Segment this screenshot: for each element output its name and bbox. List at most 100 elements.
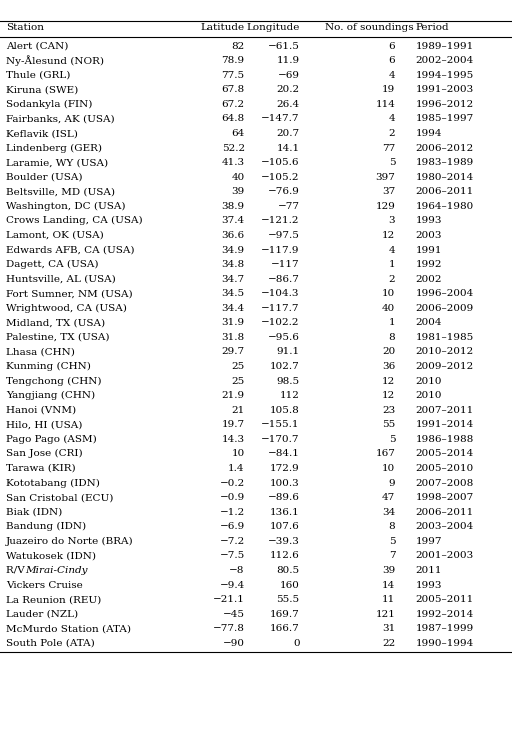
Text: 2010–2012: 2010–2012 bbox=[416, 348, 474, 357]
Text: 20.7: 20.7 bbox=[276, 129, 300, 138]
Text: Alert (CAN): Alert (CAN) bbox=[6, 42, 69, 51]
Text: Laramie, WY (USA): Laramie, WY (USA) bbox=[6, 158, 108, 167]
Text: Yangjiang (CHN): Yangjiang (CHN) bbox=[6, 391, 95, 400]
Text: Kiruna (SWE): Kiruna (SWE) bbox=[6, 85, 78, 94]
Text: 21: 21 bbox=[231, 406, 245, 415]
Text: Edwards AFB, CA (USA): Edwards AFB, CA (USA) bbox=[6, 245, 135, 255]
Text: Sodankyla (FIN): Sodankyla (FIN) bbox=[6, 100, 93, 109]
Text: 1993: 1993 bbox=[416, 216, 442, 225]
Text: Latitude: Latitude bbox=[201, 23, 245, 32]
Text: 397: 397 bbox=[375, 172, 395, 182]
Text: 31: 31 bbox=[382, 624, 395, 633]
Text: 2003–2004: 2003–2004 bbox=[416, 522, 474, 531]
Text: 4: 4 bbox=[389, 71, 395, 80]
Text: 160: 160 bbox=[280, 580, 300, 589]
Text: 64: 64 bbox=[231, 129, 245, 138]
Text: −105.6: −105.6 bbox=[261, 158, 300, 167]
Text: Crows Landing, CA (USA): Crows Landing, CA (USA) bbox=[6, 216, 143, 225]
Text: 11: 11 bbox=[382, 595, 395, 604]
Text: 5: 5 bbox=[389, 536, 395, 546]
Text: −117.9: −117.9 bbox=[261, 245, 300, 255]
Text: 1987–1999: 1987–1999 bbox=[416, 624, 474, 633]
Text: 6: 6 bbox=[389, 42, 395, 51]
Text: 1: 1 bbox=[389, 260, 395, 269]
Text: Wrightwood, CA (USA): Wrightwood, CA (USA) bbox=[6, 304, 127, 313]
Text: 39: 39 bbox=[231, 187, 245, 196]
Text: −97.5: −97.5 bbox=[268, 231, 300, 240]
Text: Kunming (CHN): Kunming (CHN) bbox=[6, 362, 91, 371]
Text: 38.9: 38.9 bbox=[222, 202, 245, 211]
Text: 2005–2010: 2005–2010 bbox=[416, 464, 474, 473]
Text: −121.2: −121.2 bbox=[261, 216, 300, 225]
Text: −0.9: −0.9 bbox=[220, 493, 245, 502]
Text: 6: 6 bbox=[389, 56, 395, 65]
Text: −76.9: −76.9 bbox=[268, 187, 300, 196]
Text: 31.9: 31.9 bbox=[222, 318, 245, 328]
Text: 10: 10 bbox=[231, 450, 245, 458]
Text: 36.6: 36.6 bbox=[222, 231, 245, 240]
Text: 12: 12 bbox=[382, 391, 395, 400]
Text: Fairbanks, AK (USA): Fairbanks, AK (USA) bbox=[6, 114, 115, 123]
Text: −89.6: −89.6 bbox=[268, 493, 300, 502]
Text: 11.9: 11.9 bbox=[276, 56, 300, 65]
Text: San Cristobal (ECU): San Cristobal (ECU) bbox=[6, 493, 114, 502]
Text: 37.4: 37.4 bbox=[222, 216, 245, 225]
Text: 40: 40 bbox=[231, 172, 245, 182]
Text: 55: 55 bbox=[382, 421, 395, 429]
Text: 34: 34 bbox=[382, 507, 395, 516]
Text: 21.9: 21.9 bbox=[222, 391, 245, 400]
Text: 19.7: 19.7 bbox=[222, 421, 245, 429]
Text: 77.5: 77.5 bbox=[222, 71, 245, 80]
Text: Longitude: Longitude bbox=[246, 23, 300, 32]
Text: 2006–2012: 2006–2012 bbox=[416, 143, 474, 152]
Text: 167: 167 bbox=[375, 450, 395, 458]
Text: Lindenberg (GER): Lindenberg (GER) bbox=[6, 143, 102, 152]
Text: −84.1: −84.1 bbox=[268, 450, 300, 458]
Text: 40: 40 bbox=[382, 304, 395, 313]
Text: 2009–2012: 2009–2012 bbox=[416, 362, 474, 371]
Text: −7.2: −7.2 bbox=[220, 536, 245, 546]
Text: 2: 2 bbox=[389, 129, 395, 138]
Text: Beltsville, MD (USA): Beltsville, MD (USA) bbox=[6, 187, 115, 196]
Text: 112: 112 bbox=[280, 391, 300, 400]
Text: 1.4: 1.4 bbox=[228, 464, 245, 473]
Text: Washington, DC (USA): Washington, DC (USA) bbox=[6, 202, 125, 211]
Text: −86.7: −86.7 bbox=[268, 275, 300, 284]
Text: Tarawa (KIR): Tarawa (KIR) bbox=[6, 464, 76, 473]
Text: 136.1: 136.1 bbox=[270, 507, 300, 516]
Text: 2002–2004: 2002–2004 bbox=[416, 56, 474, 65]
Text: Midland, TX (USA): Midland, TX (USA) bbox=[6, 318, 105, 328]
Text: 64.8: 64.8 bbox=[222, 114, 245, 123]
Text: −102.2: −102.2 bbox=[261, 318, 300, 328]
Text: 1991: 1991 bbox=[416, 245, 442, 255]
Text: 34.4: 34.4 bbox=[222, 304, 245, 313]
Text: 78.9: 78.9 bbox=[222, 56, 245, 65]
Text: 10: 10 bbox=[382, 289, 395, 298]
Text: Fort Sumner, NM (USA): Fort Sumner, NM (USA) bbox=[6, 289, 133, 298]
Text: No. of soundings: No. of soundings bbox=[325, 23, 414, 32]
Text: 8: 8 bbox=[389, 522, 395, 531]
Text: 2011: 2011 bbox=[416, 566, 442, 575]
Text: Watukosek (IDN): Watukosek (IDN) bbox=[6, 551, 96, 560]
Text: 169.7: 169.7 bbox=[270, 609, 300, 619]
Text: Palestine, TX (USA): Palestine, TX (USA) bbox=[6, 333, 110, 342]
Text: 12: 12 bbox=[382, 377, 395, 386]
Text: Hilo, HI (USA): Hilo, HI (USA) bbox=[6, 421, 82, 429]
Text: 1964–1980: 1964–1980 bbox=[416, 202, 474, 211]
Text: 9: 9 bbox=[389, 478, 395, 487]
Text: −45: −45 bbox=[223, 609, 245, 619]
Text: Biak (IDN): Biak (IDN) bbox=[6, 507, 62, 516]
Text: 1994–1995: 1994–1995 bbox=[416, 71, 474, 80]
Text: 2002: 2002 bbox=[416, 275, 442, 284]
Text: Station: Station bbox=[6, 23, 44, 32]
Text: 1991–2003: 1991–2003 bbox=[416, 85, 474, 94]
Text: −69: −69 bbox=[278, 71, 300, 80]
Text: 2004: 2004 bbox=[416, 318, 442, 328]
Text: −6.9: −6.9 bbox=[220, 522, 245, 531]
Text: −77: −77 bbox=[278, 202, 300, 211]
Text: Bandung (IDN): Bandung (IDN) bbox=[6, 522, 86, 531]
Text: Thule (GRL): Thule (GRL) bbox=[6, 71, 71, 80]
Text: 23: 23 bbox=[382, 406, 395, 415]
Text: 47: 47 bbox=[382, 493, 395, 502]
Text: San Jose (CRI): San Jose (CRI) bbox=[6, 450, 83, 458]
